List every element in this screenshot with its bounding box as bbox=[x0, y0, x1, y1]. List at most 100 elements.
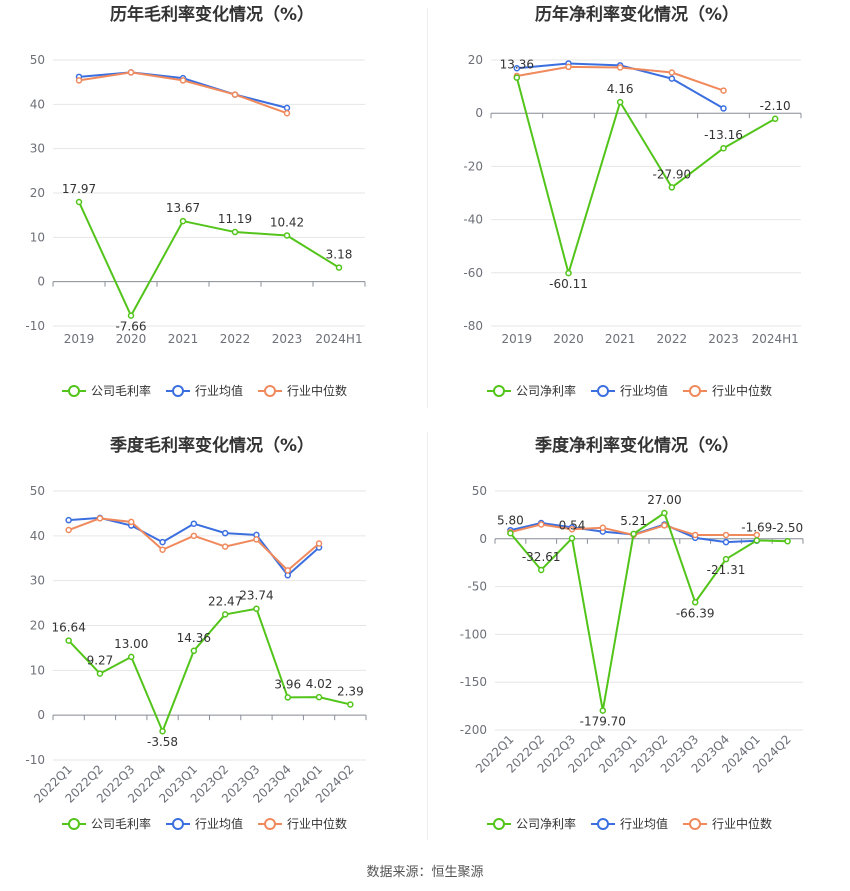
industry-median-point bbox=[315, 540, 323, 547]
annual-net-margin-svg: 历年净利率变化情况（%） -80 -60 -40 -20 0 20 2019 2020 2021 2… bbox=[463, 4, 802, 398]
y-tick-label: -50 bbox=[467, 580, 487, 594]
industry-median-point bbox=[231, 91, 239, 98]
company-point bbox=[75, 198, 83, 206]
company-point bbox=[190, 647, 198, 655]
y-tick-label: -150 bbox=[460, 675, 487, 689]
company-point bbox=[513, 74, 521, 81]
company-data-label: 17.97 bbox=[62, 182, 96, 196]
industry-median-point bbox=[159, 546, 166, 553]
company-line bbox=[509, 511, 788, 712]
company-point bbox=[159, 727, 166, 735]
industry-median-point bbox=[691, 531, 699, 539]
industry-median-legend-marker bbox=[689, 818, 701, 830]
y-tick-label: 30 bbox=[30, 574, 45, 588]
company-data-label: 13.00 bbox=[114, 637, 148, 651]
x-tick-label: 2024H1 bbox=[752, 332, 799, 346]
y-tick-label: -200 bbox=[460, 723, 487, 737]
industry-median-point bbox=[127, 69, 135, 76]
company-data-label: 23.74 bbox=[239, 589, 273, 603]
company-point bbox=[616, 98, 624, 106]
annual-gross-margin-svg: 历年毛利率变化情况（%） -10 0 10 20 30 40 50 2019 2020 2021 20… bbox=[25, 4, 366, 398]
company-point bbox=[507, 530, 514, 537]
company-legend-label: 公司毛利率 bbox=[91, 816, 151, 831]
company-point bbox=[753, 537, 761, 544]
y-tick-label: -20 bbox=[463, 159, 483, 173]
company-data-label: 4.16 bbox=[607, 82, 634, 96]
y-tick-label: 20 bbox=[30, 186, 45, 200]
quarterly-gross-margin-chart: 季度毛利率变化情况（%） -10 0 10 20 30 40 50 2022Q1 2022Q2 20… bbox=[0, 430, 425, 850]
company-data-label: -21.31 bbox=[707, 563, 746, 577]
industry-median-point bbox=[599, 524, 607, 532]
industry-median-point bbox=[537, 521, 545, 528]
company-point bbox=[784, 537, 791, 545]
industry-average-point bbox=[720, 105, 727, 112]
industry-median-legend-marker bbox=[264, 818, 276, 830]
industry-median-point bbox=[65, 526, 72, 534]
company-point bbox=[347, 701, 354, 708]
y-tick-label: 0 bbox=[37, 275, 45, 289]
company-point bbox=[599, 707, 607, 714]
company-line bbox=[67, 607, 351, 733]
company-legend-label: 公司净利率 bbox=[516, 816, 576, 831]
quarterly-net-margin-chart: 季度净利率变化情况（%） -200 -150 -100 -50 0 50 2022Q1 2022… bbox=[425, 430, 850, 850]
industry-median-point bbox=[616, 64, 624, 71]
company-point bbox=[720, 144, 727, 152]
y-tick-label: 40 bbox=[30, 529, 45, 543]
industry-average-point bbox=[221, 529, 229, 537]
company-data-label: 3.18 bbox=[326, 248, 353, 262]
industry-median-legend-label: 行业中位数 bbox=[712, 383, 772, 398]
company-point bbox=[771, 115, 779, 123]
company-data-label: 13.67 bbox=[166, 201, 200, 215]
annual-net-margin-chart: 历年净利率变化情况（%） -80 -60 -40 -20 0 20 2019 2020 2021 2… bbox=[425, 0, 850, 410]
quarterly-gross-margin-svg: 季度毛利率变化情况（%）-10010203040502022Q12022Q220… bbox=[25, 435, 367, 831]
y-tick-label: -10 bbox=[25, 319, 45, 333]
industry-average-point bbox=[65, 516, 72, 524]
company-legend-marker bbox=[493, 385, 505, 397]
industry-median-point bbox=[253, 536, 260, 543]
company-data-label: 11.19 bbox=[218, 212, 252, 226]
industry-median-point bbox=[668, 69, 676, 76]
company-point bbox=[335, 264, 343, 271]
industry-average-point bbox=[668, 75, 676, 82]
industry-average-legend-marker bbox=[597, 385, 609, 397]
industry-median-point bbox=[565, 63, 572, 71]
y-tick-label: 0 bbox=[479, 532, 487, 546]
company-point bbox=[253, 605, 260, 612]
chart-title: 季度净利率变化情况（%） bbox=[535, 435, 739, 456]
x-tick-label: 2024H1 bbox=[315, 332, 362, 346]
company-data-label: -27.90 bbox=[652, 167, 691, 181]
company-data-label: -179.70 bbox=[580, 715, 626, 729]
company-data-label: 5.80 bbox=[497, 513, 524, 527]
x-tick-label: 2021 bbox=[168, 332, 199, 346]
company-line bbox=[515, 77, 776, 275]
company-point bbox=[283, 232, 291, 239]
y-tick-label: 30 bbox=[30, 142, 45, 156]
y-tick-label: 0 bbox=[475, 106, 483, 120]
industry-median-point bbox=[190, 532, 198, 540]
company-point bbox=[221, 611, 229, 618]
x-tick-label: 2020 bbox=[553, 332, 584, 346]
x-tick-label: 2022 bbox=[220, 332, 251, 346]
company-data-label: -2.10 bbox=[760, 99, 791, 113]
industry-median-legend-marker bbox=[689, 385, 701, 397]
company-point bbox=[96, 670, 104, 677]
industry-median-point bbox=[221, 543, 229, 550]
company-point bbox=[537, 566, 545, 574]
company-data-label: 27.00 bbox=[647, 493, 681, 507]
x-tick-label: 2022 bbox=[657, 332, 688, 346]
industry-median-point bbox=[284, 567, 291, 574]
company-point bbox=[661, 509, 668, 517]
company-point bbox=[691, 599, 699, 606]
x-tick-label: 2023 bbox=[272, 332, 303, 346]
company-point bbox=[668, 184, 676, 191]
company-data-label: 0.54 bbox=[559, 518, 586, 532]
industry-average-point bbox=[159, 538, 166, 546]
industry-average-legend-label: 行业均值 bbox=[195, 383, 243, 398]
y-tick-label: 20 bbox=[30, 619, 45, 633]
industry-median-point bbox=[720, 87, 727, 94]
company-point bbox=[722, 555, 730, 563]
company-point bbox=[128, 653, 135, 661]
company-data-label: 2.39 bbox=[337, 684, 364, 698]
industry-median-point bbox=[128, 518, 135, 526]
industry-average-point bbox=[513, 64, 521, 72]
